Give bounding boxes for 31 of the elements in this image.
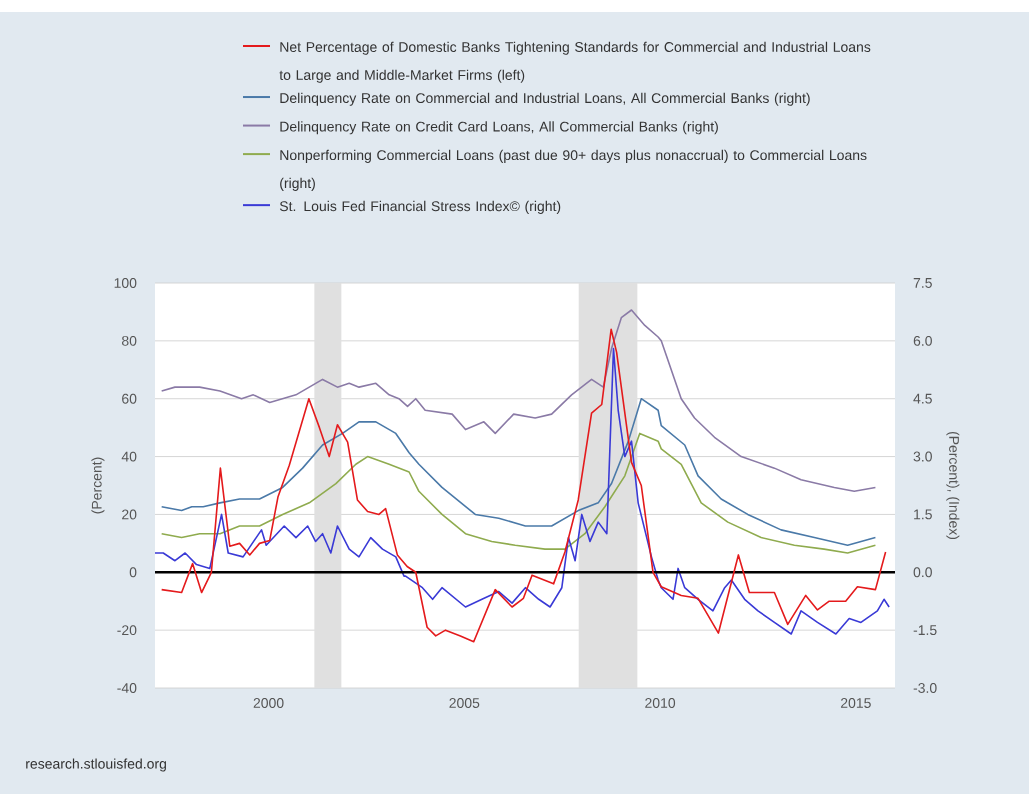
line-series [160,309,877,493]
y-tick-label: -20 [117,625,137,636]
y-tick-label: 100 [114,278,137,288]
x-tick-label: 2000 [253,698,284,708]
y-tick-label: 60 [122,393,137,404]
legend-label: Delinquency Rate on Commercial and Industrial Loans, All Commercial Banks (right) [280,92,810,106]
legend-label: Nonperforming Commercial Loans (past due 90+ days plus nonaccrual) to Commercial Loans (right) [280,149,867,191]
y2-tick-label: 3.0 [913,451,932,462]
legend-label: Delinquency Rate on Credit Card Loans, All Commercial Banks (right) [280,121,718,135]
y2-tick-label: 7.5 [913,278,932,288]
y2-tick-label: -3.0 [913,683,937,693]
x-tick-label: 2005 [449,698,480,708]
x-tick-label: 2010 [645,698,676,708]
legend-label: St. Louis Fed Financial Stress Index© (right) [279,200,561,214]
text: research.stlouisfed.org [26,758,166,772]
y2-tick-label: 4.5 [913,393,932,404]
y-tick-label: -40 [117,683,137,693]
line-series [160,432,877,554]
y-tick-label: 40 [121,451,137,462]
line-series [160,397,877,547]
legend-label: Net Percentage of Domestic Banks Tightening Standards for Commercial and Industrial Loans to Large and Middle-Market Firms (left) [279,41,871,83]
y-tick-label: 20 [122,509,137,520]
y-tick-label: 0 [129,567,137,578]
y2-tick-label: 6.0 [913,335,932,346]
y2-tick-label: 0.0 [913,567,932,578]
x-tick-label: 2015 [840,698,871,708]
y2-tick-label: 1.5 [914,509,932,520]
y-axis-title: (Percent) [91,457,105,514]
y2-tick-label: -1.5 [913,625,937,636]
y2-axis-title: (Percent), (Index) [946,431,960,540]
y-tick-label: 80 [121,335,137,346]
